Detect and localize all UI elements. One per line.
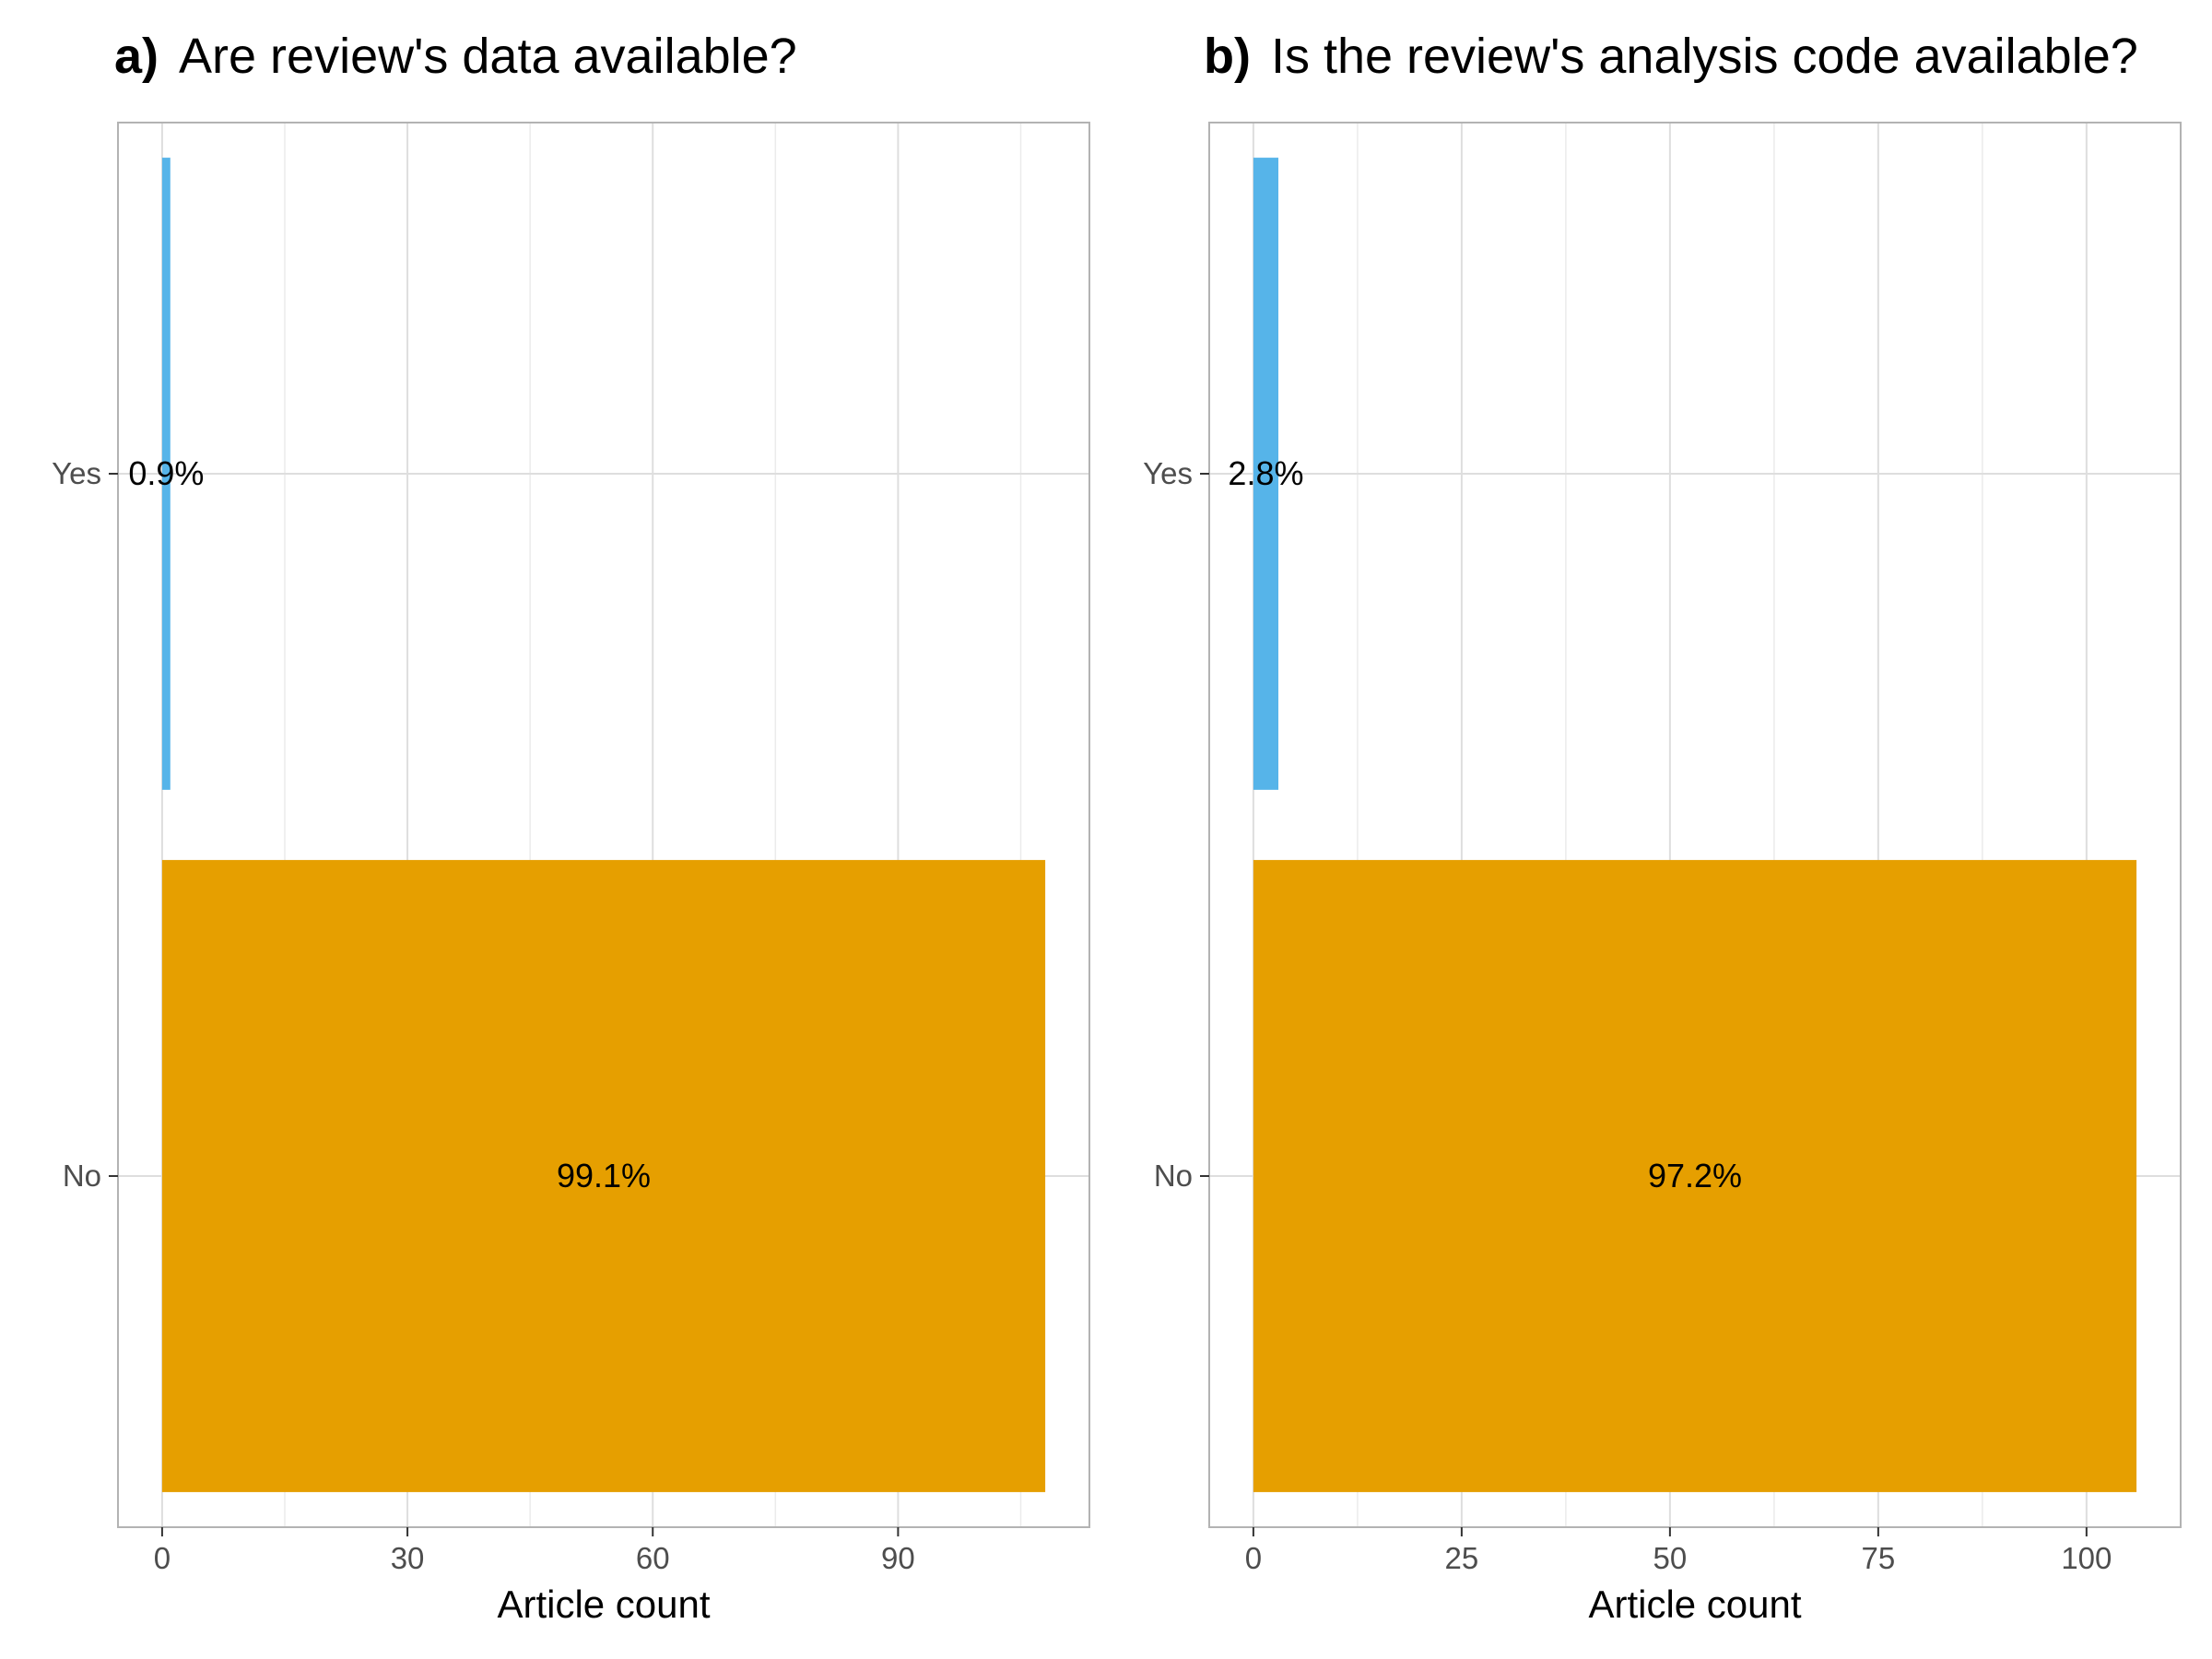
panel-b: 2.8% 97.2% Yes No 0 25 50 75 100 Article count — [1143, 122, 2182, 1626]
data-label-no: 97.2% — [1648, 1157, 1742, 1194]
panel-border — [117, 122, 1090, 1528]
y-tick-label-no: No — [1154, 1159, 1193, 1193]
y-tick-label-no: No — [63, 1159, 101, 1193]
x-tick-label: 0 — [154, 1541, 171, 1575]
bar-no — [161, 860, 1046, 1492]
x-axis-title: Article count — [497, 1583, 710, 1626]
x-tick-label: 25 — [1445, 1541, 1479, 1575]
panel-b-title-text: Is the review's analysis code available? — [1270, 29, 2138, 84]
x-tick-label: 0 — [1245, 1541, 1262, 1575]
bar-yes — [161, 158, 171, 790]
x-axis-title: Article count — [1588, 1583, 1801, 1626]
data-label-no: 99.1% — [557, 1157, 651, 1194]
panel-a-tag: a) — [114, 29, 159, 84]
x-tick-label: 50 — [1653, 1541, 1688, 1575]
panel-border — [1208, 122, 2182, 1528]
y-tick-label-yes: Yes — [52, 456, 101, 490]
panel-b-tag: b) — [1204, 29, 1251, 84]
data-label-yes: 0.9% — [128, 454, 204, 492]
panel-a-title-text: Are review's data available? — [179, 29, 797, 84]
x-tick-label: 75 — [1862, 1541, 1896, 1575]
panel-a-title: a) Are review's data available? — [114, 28, 797, 85]
x-tick-label: 30 — [391, 1541, 425, 1575]
bar-no — [1253, 860, 2137, 1492]
x-tick-label: 100 — [2061, 1541, 2112, 1575]
panel-b-title: b) Is the review's analysis code availabl… — [1204, 28, 2138, 85]
y-tick-label-yes: Yes — [1143, 456, 1193, 490]
x-tick-label: 90 — [881, 1541, 915, 1575]
x-tick-label: 60 — [636, 1541, 670, 1575]
bar-yes — [1253, 158, 1279, 790]
panel-a: 0.9% 99.1% Yes No 0 30 60 90 Article count — [52, 122, 1090, 1626]
data-label-yes: 2.8% — [1228, 454, 1303, 492]
